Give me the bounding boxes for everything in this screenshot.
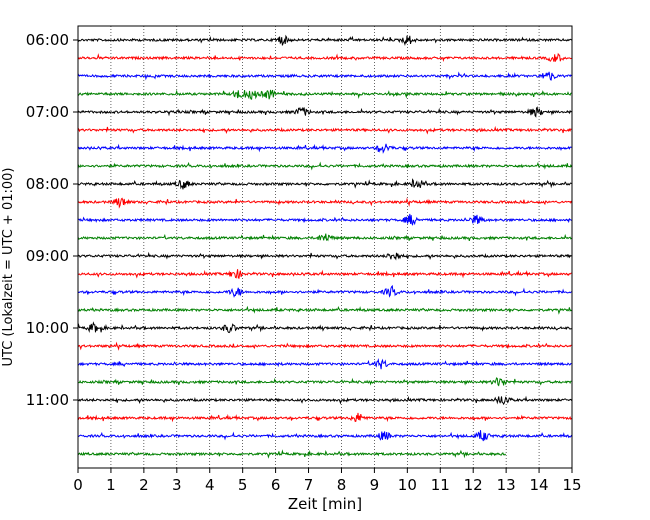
trace-0715 [77,125,572,135]
trace-0945 [77,305,572,315]
x-axis-ticks: 0 1 2 3 4 5 6 7 8 9 10 11 12 13 14 15 [73,468,582,494]
trace-0915 [77,269,572,279]
y-axis-label: UTC (Lokalzeit = UTC + 01:00) [1,168,16,367]
trace-0900 [77,251,572,261]
trace-0700 [77,106,572,118]
trace-1030 [77,358,572,370]
y-tick-label: 11:00 [26,391,69,409]
x-tick-label: 1 [106,476,116,494]
trace-1130 [77,430,572,442]
y-axis-ticks: 06:00 07:00 08:00 09:00 10:00 11:00 [26,31,78,409]
x-tick-label: 4 [205,476,215,494]
trace-1115 [77,412,572,423]
trace-0600 [77,34,572,47]
y-tick-label: 06:00 [26,31,69,49]
x-tick-label: 0 [73,476,83,494]
x-axis-label: Zeit [min] [288,495,362,513]
x-tick-label: 14 [530,476,549,494]
x-tick-label: 2 [139,476,149,494]
trace-1100 [77,395,572,406]
y-tick-label: 07:00 [26,103,69,121]
plot-frame [77,25,573,469]
x-tick-label: 8 [337,476,347,494]
x-tick-label: 12 [464,476,483,494]
y-tick-label: 09:00 [26,247,69,265]
trace-0645 [77,89,572,100]
trace-0845 [77,233,572,242]
x-tick-label: 15 [562,476,581,494]
trace-0730 [77,143,572,154]
x-tick-label: 11 [431,476,450,494]
trace-0745 [77,161,572,171]
trace-0830 [77,213,572,226]
trace-0930 [77,284,572,298]
y-tick-label: 08:00 [26,175,69,193]
x-tick-label: 7 [304,476,314,494]
trace-layer [77,34,572,459]
trace-0630 [77,71,572,81]
x-tick-label: 6 [271,476,281,494]
trace-1045 [77,377,572,387]
y-tick-label: 10:00 [26,319,69,337]
trace-1145 [77,449,507,459]
x-tick-label: 9 [370,476,380,494]
x-tick-label: 13 [497,476,516,494]
x-tick-label: 3 [172,476,182,494]
x-tick-label: 5 [238,476,248,494]
trace-1015 [77,341,572,351]
x-tick-label: 10 [398,476,417,494]
trace-1000 [77,321,572,334]
trace-0615 [77,52,572,63]
trace-0815 [77,197,572,209]
trace-0800 [77,178,572,190]
